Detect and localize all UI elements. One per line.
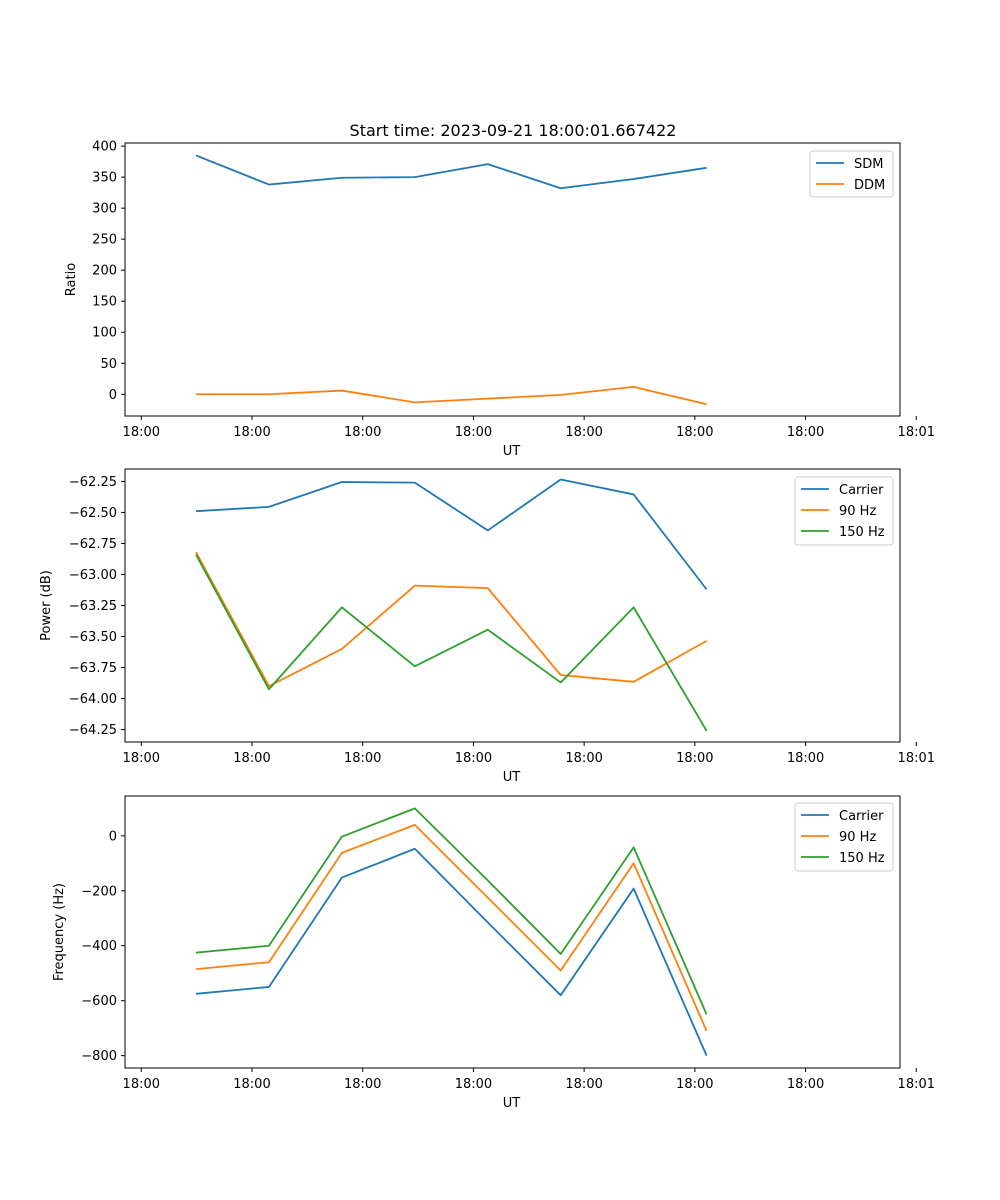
y-axis-label: Frequency (Hz): [52, 883, 67, 981]
x-tick-label: 18:00: [233, 1077, 270, 1092]
x-axis-label: UT: [503, 1096, 521, 1111]
y-axis-label: Power (dB): [39, 570, 54, 641]
legend-label: SDM: [854, 157, 883, 172]
series-line-150-hz: [195, 807, 708, 1015]
charts: 18:00 18:00 18:00 18:00 18:00 18:00 18:00 18:01…: [39, 140, 935, 1111]
x-tick-label: 18:00: [565, 751, 602, 766]
x-tick-label: 18:00: [787, 425, 824, 440]
x-tick-label: 18:00: [123, 751, 160, 766]
legend-label: DDM: [854, 178, 885, 193]
x-tick-label: 18:00: [676, 751, 713, 766]
x-axis-label: UT: [503, 444, 521, 459]
legend-box: [794, 802, 894, 872]
x-tick-label: 18:00: [123, 425, 160, 440]
y-tick-label: −62.75: [69, 537, 117, 552]
y-tick-label: 100: [92, 326, 117, 341]
x-axis-label: UT: [503, 770, 521, 785]
y-tick-label: 250: [92, 233, 117, 248]
legend-box: [794, 476, 894, 546]
legend-label: 150 Hz: [839, 851, 885, 866]
y-tick-label: −64.25: [69, 723, 117, 738]
figure-title: Start time: 2023-09-21 18:00:01.667422: [350, 121, 677, 140]
legend-label: Carrier: [839, 809, 884, 824]
y-tick-label: −63.75: [69, 661, 117, 676]
x-tick-label: 18:00: [344, 425, 381, 440]
legend: Carrier 90 Hz 150 Hz: [794, 476, 894, 546]
y-tick-label: 150: [92, 295, 117, 310]
y-tick-label: 400: [92, 140, 117, 155]
axes-frame: [124, 795, 901, 1069]
y-tick-label: 0: [109, 388, 117, 403]
y-tick-label: −63.50: [69, 630, 117, 645]
x-tick-label: 18:00: [123, 1077, 160, 1092]
x-tick-label: 18:00: [787, 751, 824, 766]
legend-label: 90 Hz: [839, 830, 876, 845]
y-tick-label: 0: [109, 829, 117, 844]
x-tick-label: 18:01: [898, 1077, 935, 1092]
x-tick-label: 18:00: [787, 1077, 824, 1092]
chart-panel-3: 18:00 18:00 18:00 18:00 18:00 18:00 18:00 18:01…: [52, 795, 935, 1111]
y-tick-label: 50: [100, 357, 117, 372]
legend-label: Carrier: [839, 483, 884, 498]
legend-label: 90 Hz: [839, 504, 876, 519]
y-tick-label: −200: [81, 884, 117, 899]
series-line-90-hz: [195, 551, 708, 688]
x-tick-label: 18:00: [676, 425, 713, 440]
x-tick-label: 18:01: [898, 425, 935, 440]
x-tick-label: 18:00: [344, 751, 381, 766]
x-tick-label: 18:00: [455, 751, 492, 766]
y-tick-label: 350: [92, 171, 117, 186]
legend-label: 150 Hz: [839, 525, 885, 540]
series-line-sdm: [195, 154, 707, 190]
chart-panel-1: 18:00 18:00 18:00 18:00 18:00 18:00 18:00 18:01…: [64, 140, 935, 459]
x-tick-label: 18:00: [565, 425, 602, 440]
x-tick-label: 18:00: [565, 1077, 602, 1092]
y-tick-label: −63.00: [69, 568, 117, 583]
legend: Carrier 90 Hz 150 Hz: [794, 802, 894, 872]
y-tick-label: −64.00: [69, 692, 117, 707]
y-axis-label: Ratio: [64, 263, 79, 296]
x-tick-label: 18:00: [455, 425, 492, 440]
y-tick-label: −800: [81, 1049, 117, 1064]
y-tick-label: −400: [81, 939, 117, 954]
x-tick-label: 18:01: [898, 751, 935, 766]
series-line-90-hz: [195, 823, 708, 1032]
series-line-150-hz: [195, 554, 708, 732]
x-tick-label: 18:00: [455, 1077, 492, 1092]
y-tick-label: −62.25: [69, 475, 117, 490]
x-tick-label: 18:00: [344, 1077, 381, 1092]
legend: SDM DDM: [809, 150, 894, 198]
axes-frame: [124, 142, 901, 417]
y-tick-label: −600: [81, 994, 117, 1009]
series-line-carrier: [195, 847, 708, 1057]
x-tick-label: 18:00: [676, 1077, 713, 1092]
series-line-ddm: [195, 385, 707, 406]
x-tick-label: 18:00: [233, 751, 270, 766]
y-tick-label: −62.50: [69, 506, 117, 521]
y-tick-label: 200: [92, 264, 117, 279]
chart-panel-2: 18:00 18:00 18:00 18:00 18:00 18:00 18:00 18:01…: [39, 468, 935, 785]
y-tick-label: −63.25: [69, 599, 117, 614]
x-tick-label: 18:00: [233, 425, 270, 440]
series-line-carrier: [195, 478, 708, 590]
y-tick-label: 300: [92, 202, 117, 217]
